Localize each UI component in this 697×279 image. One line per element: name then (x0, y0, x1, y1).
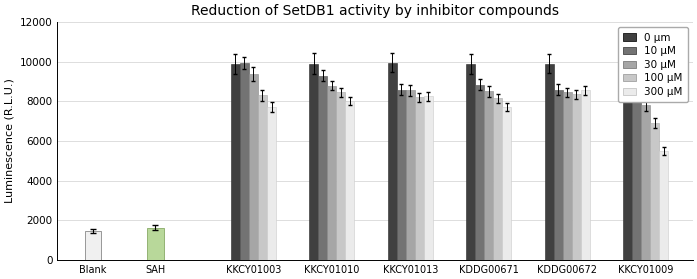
Bar (475, 85, 484, 260)
Bar (562, 92, 572, 260)
Bar (406, 90, 415, 260)
Bar (581, 90, 590, 260)
Bar (650, 123, 659, 260)
Bar (623, 64, 632, 260)
Bar (397, 90, 406, 260)
Bar (258, 95, 267, 260)
Bar (84, 231, 101, 260)
Bar (641, 105, 650, 260)
Bar (249, 74, 258, 260)
Bar (659, 151, 668, 260)
Legend: 0 μm, 10 μM, 30 μM, 100 μM, 300 μM: 0 μm, 10 μM, 30 μM, 100 μM, 300 μM (618, 27, 688, 102)
Bar (466, 64, 475, 260)
Bar (415, 97, 424, 260)
Bar (545, 64, 554, 260)
Bar (424, 97, 433, 260)
Bar (503, 107, 512, 260)
Bar (231, 64, 240, 260)
Bar (346, 101, 355, 260)
Title: Reduction of SetDB1 activity by inhibitor compounds: Reduction of SetDB1 activity by inhibito… (191, 4, 559, 18)
Bar (572, 95, 581, 260)
Bar (240, 63, 249, 260)
Bar (309, 64, 319, 260)
Bar (147, 228, 164, 260)
Bar (493, 98, 503, 260)
Bar (484, 92, 493, 260)
Bar (328, 86, 337, 260)
Y-axis label: Luminescence (R.L.U.): Luminescence (R.L.U.) (4, 79, 14, 203)
Bar (337, 92, 346, 260)
Bar (267, 107, 276, 260)
Bar (388, 63, 397, 260)
Bar (632, 64, 641, 260)
Bar (554, 90, 562, 260)
Bar (319, 76, 328, 260)
